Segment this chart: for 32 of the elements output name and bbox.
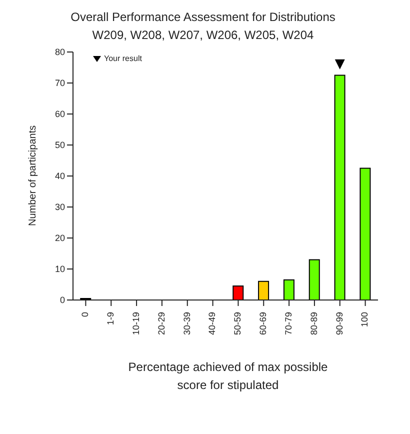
x-tick-label: 50-59: [232, 312, 243, 336]
bar: [258, 280, 270, 300]
bar: [360, 168, 371, 300]
x-tick-label: 0: [80, 312, 90, 318]
bar: [308, 259, 320, 300]
y-tick-label: 0: [60, 295, 65, 306]
x-tick-label: 70-79: [283, 312, 294, 336]
x-tick-label: 30-39: [182, 312, 192, 336]
y-tick-label: 50: [54, 140, 65, 150]
chart-title: Overall Performance Assessment for Distributions: [70, 9, 336, 26]
y-tick-label: 60: [54, 109, 65, 120]
y-axis-title: Number of participants: [28, 125, 39, 226]
x-tick-label: 40-49: [207, 312, 218, 336]
x-tick-label: 80-89: [308, 312, 319, 336]
chart-subtitle: W209, W208, W207, W206, W205, W204: [91, 27, 315, 44]
y-tick-label: 70: [54, 78, 65, 88]
bar: [334, 74, 346, 300]
x-tick-label: 10-19: [130, 312, 141, 336]
bar: [232, 286, 244, 300]
y-tick-label: 30: [54, 202, 65, 212]
y-tick-label: 80: [54, 47, 65, 58]
legend-label: Your result: [103, 54, 142, 63]
x-tick-label: 90-99: [334, 312, 344, 336]
x-axis-title: Percentage achieved of max possible score for stipulated: [128, 359, 328, 394]
x-tick-label: 20-29: [156, 312, 166, 336]
y-tick-label: 10: [54, 264, 65, 274]
bar: [283, 279, 294, 300]
x-tick-label: 60-69: [258, 312, 268, 336]
y-tick-label: 20: [54, 233, 65, 244]
x-tick-label: 100: [360, 312, 370, 328]
y-tick-label: 40: [54, 171, 65, 182]
x-tick-label: 1-9: [106, 312, 116, 326]
